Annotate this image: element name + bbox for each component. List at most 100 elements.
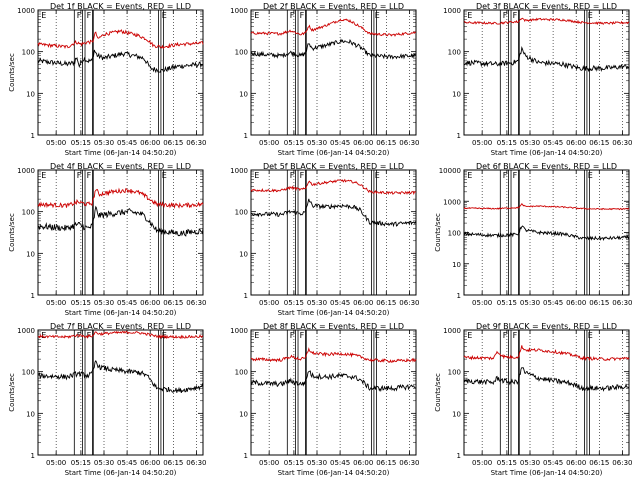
- x-tick-label: 05:00: [46, 459, 66, 467]
- flag-label: E: [588, 11, 593, 20]
- x-tick-label: 06:15: [163, 299, 183, 307]
- plot-frame: [250, 329, 417, 456]
- x-tick-label: 06:15: [163, 459, 183, 467]
- chart-title: Det 8f BLACK = Events, RED = LLD: [263, 322, 404, 331]
- plot-frame: [463, 329, 630, 456]
- y-tick-label: 1: [244, 292, 248, 300]
- flag-label: F: [513, 171, 518, 180]
- x-tick-label: 05:00: [259, 299, 279, 307]
- x-tick-label: 06:15: [376, 459, 396, 467]
- flag-label: F: [300, 331, 305, 340]
- x-axis-label: Start Time (06-Jan-14 04:50:20): [65, 469, 177, 477]
- y-tick-label: 100: [235, 49, 248, 57]
- flag-label: F: [290, 11, 295, 20]
- flag-label: E: [375, 171, 380, 180]
- x-tick-label: 06:30: [399, 139, 419, 147]
- plot-frame: [463, 9, 630, 136]
- x-tick-label: 06:00: [140, 299, 160, 307]
- flag-label: F: [503, 171, 508, 180]
- chart-title: Det 7f BLACK = Events, RED = LLD: [50, 322, 191, 331]
- series-line-events: [37, 205, 204, 237]
- series-line-events: [463, 367, 630, 392]
- x-tick-label: 06:00: [566, 459, 586, 467]
- y-tick-label: 1: [244, 452, 248, 460]
- x-tick-label: 06:15: [376, 299, 396, 307]
- x-tick-label: 05:00: [259, 139, 279, 147]
- x-tick-label: 05:30: [94, 299, 114, 307]
- x-tick-label: 05:45: [330, 299, 350, 307]
- x-tick-label: 05:45: [117, 139, 137, 147]
- x-tick-label: 06:00: [353, 139, 373, 147]
- x-axis-label: Start Time (06-Jan-14 04:50:20): [65, 309, 177, 317]
- flag-label: E: [588, 171, 593, 180]
- flag-label: E: [41, 331, 46, 340]
- flag-label: E: [588, 331, 593, 340]
- flag-label: F: [513, 11, 518, 20]
- x-tick-label: 05:15: [284, 299, 304, 307]
- x-tick-label: 05:15: [71, 459, 91, 467]
- x-tick-label: 05:45: [543, 139, 563, 147]
- y-tick-label: 100: [448, 369, 461, 377]
- y-tick-label: 1: [457, 452, 461, 460]
- x-tick-label: 05:00: [472, 459, 492, 467]
- series-line-lld: [37, 187, 204, 210]
- x-tick-label: 06:00: [566, 139, 586, 147]
- flag-label: E: [41, 171, 46, 180]
- x-tick-label: 06:30: [612, 139, 632, 147]
- y-tick-label: 10: [26, 90, 35, 98]
- y-tick-label: 1: [457, 292, 461, 300]
- y-tick-label: 1: [244, 132, 248, 140]
- flag-label: F: [503, 11, 508, 20]
- x-tick-label: 06:30: [399, 459, 419, 467]
- chart-title: Det 1f BLACK = Events, RED = LLD: [50, 2, 191, 11]
- y-tick-label: 1000: [443, 7, 461, 15]
- flag-label: F: [300, 11, 305, 20]
- series-line-events: [250, 38, 417, 60]
- flag-label: F: [290, 171, 295, 180]
- y-tick-label: 100: [22, 209, 35, 217]
- x-tick-label: 05:30: [520, 459, 540, 467]
- flag-label: E: [162, 171, 167, 180]
- series-line-lld: [463, 203, 630, 211]
- y-axis-label: Counts/sec: [434, 373, 442, 412]
- plot-frame: [37, 329, 204, 456]
- x-axis-label: Start Time (06-Jan-14 04:50:20): [278, 149, 390, 157]
- x-tick-label: 06:00: [566, 299, 586, 307]
- series-line-events: [463, 225, 630, 241]
- x-tick-label: 06:15: [589, 299, 609, 307]
- plot-frame: [250, 9, 417, 136]
- chart-title: Det 2f BLACK = Events, RED = LLD: [263, 2, 404, 11]
- x-axis-label: Start Time (06-Jan-14 04:50:20): [491, 469, 603, 477]
- y-axis-label: Counts/sec: [434, 213, 442, 252]
- y-tick-label: 100: [235, 369, 248, 377]
- x-tick-label: 05:45: [543, 459, 563, 467]
- flag-label: F: [513, 331, 518, 340]
- y-tick-label: 1000: [230, 327, 248, 335]
- chart-title: Det 5f BLACK = Events, RED = LLD: [263, 162, 404, 171]
- y-tick-label: 10: [26, 410, 35, 418]
- x-tick-label: 05:15: [284, 139, 304, 147]
- x-tick-label: 06:00: [140, 459, 160, 467]
- x-tick-label: 05:45: [330, 139, 350, 147]
- flag-label: E: [467, 331, 472, 340]
- series-line-lld: [37, 29, 204, 50]
- x-axis-label: Start Time (06-Jan-14 04:50:20): [491, 149, 603, 157]
- x-tick-label: 05:15: [497, 459, 517, 467]
- x-tick-label: 05:30: [520, 139, 540, 147]
- y-tick-label: 100: [448, 230, 461, 238]
- x-tick-label: 06:30: [186, 139, 206, 147]
- y-tick-label: 10: [26, 250, 35, 258]
- flag-label: F: [77, 171, 82, 180]
- x-tick-label: 05:15: [71, 299, 91, 307]
- x-tick-label: 06:15: [589, 459, 609, 467]
- y-axis-label: Counts/sec: [8, 213, 16, 252]
- x-tick-label: 05:30: [307, 139, 327, 147]
- x-tick-label: 05:45: [330, 459, 350, 467]
- flag-label: E: [162, 11, 167, 20]
